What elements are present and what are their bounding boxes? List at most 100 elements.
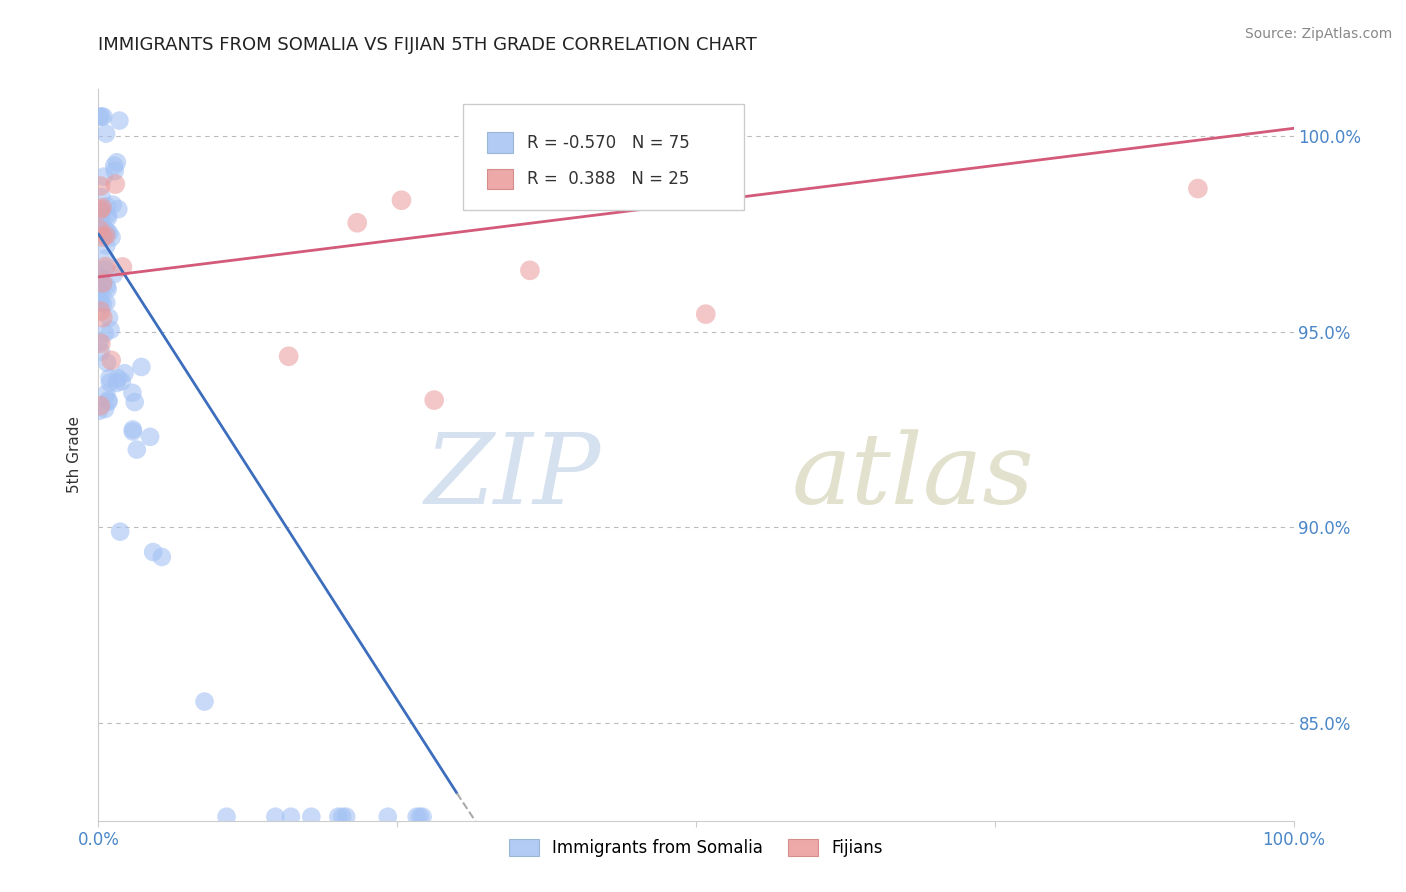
Point	[94, 127, 117, 141]
Point	[150, 549, 173, 564]
Point	[423, 393, 446, 408]
Text: R =  0.388   N = 25: R = 0.388 N = 25	[527, 170, 690, 188]
Point	[391, 193, 413, 207]
Point	[98, 371, 121, 385]
Point	[104, 177, 127, 191]
Point	[91, 310, 114, 325]
Point	[96, 225, 118, 239]
Point	[89, 222, 111, 236]
Point	[1187, 181, 1209, 195]
Point	[94, 387, 117, 401]
Point	[97, 393, 120, 408]
Point	[98, 310, 121, 325]
Point	[541, 160, 564, 174]
Point	[94, 402, 117, 417]
Point	[103, 159, 125, 173]
Point	[105, 155, 128, 169]
Text: ZIP: ZIP	[425, 429, 600, 524]
Point	[107, 371, 129, 385]
Point	[97, 282, 120, 296]
Point	[96, 238, 118, 252]
Point	[108, 113, 131, 128]
Point	[97, 211, 120, 225]
Point	[90, 336, 112, 351]
Point	[108, 524, 131, 539]
Point	[90, 212, 112, 227]
Point	[139, 430, 162, 444]
Point	[142, 545, 165, 559]
Point	[91, 279, 114, 293]
Point	[105, 376, 128, 390]
Point	[335, 810, 357, 824]
Point	[96, 295, 118, 310]
Point	[91, 276, 114, 290]
Point	[409, 810, 432, 824]
Point	[89, 268, 111, 283]
Point	[299, 810, 322, 824]
Point	[90, 110, 112, 124]
Point	[328, 810, 350, 824]
Point	[280, 810, 302, 824]
Point	[111, 260, 134, 274]
Point	[89, 212, 111, 227]
Point	[121, 422, 143, 436]
Point	[89, 268, 111, 283]
Point	[103, 268, 125, 282]
Point	[111, 374, 134, 388]
Point	[695, 307, 717, 321]
Point	[98, 376, 121, 390]
Point	[89, 202, 111, 217]
Point	[124, 395, 146, 409]
Point	[94, 262, 117, 277]
Point	[346, 216, 368, 230]
Point	[264, 810, 287, 824]
Text: R = -0.570   N = 75: R = -0.570 N = 75	[527, 134, 690, 152]
Bar	[486, 169, 513, 189]
Legend: Immigrants from Somalia, Fijians: Immigrants from Somalia, Fijians	[502, 832, 890, 863]
Point	[94, 326, 117, 341]
Point	[93, 169, 115, 184]
Point	[89, 293, 111, 308]
Point	[96, 208, 118, 222]
Point	[193, 695, 215, 709]
Point	[96, 356, 118, 370]
Point	[101, 197, 124, 211]
Point	[90, 190, 112, 204]
Point	[89, 295, 111, 310]
Point	[277, 349, 299, 363]
Point	[89, 399, 111, 413]
Point	[585, 128, 607, 142]
Point	[330, 810, 353, 824]
Point	[377, 810, 399, 824]
Point	[97, 394, 120, 409]
Point	[87, 404, 110, 418]
Point	[89, 110, 111, 124]
Point	[91, 110, 114, 124]
Point	[91, 201, 114, 215]
Point	[91, 230, 114, 244]
Point	[98, 226, 121, 240]
Point	[107, 202, 129, 216]
Point	[405, 810, 427, 824]
Point	[90, 304, 112, 318]
Point	[94, 228, 117, 243]
Point	[104, 164, 127, 178]
Point	[94, 252, 117, 266]
Point	[131, 359, 153, 374]
Point	[100, 230, 122, 244]
Point	[89, 179, 111, 194]
Point	[96, 279, 118, 293]
Bar	[486, 132, 513, 153]
Point	[89, 284, 111, 298]
Point	[484, 187, 506, 202]
Point	[519, 263, 541, 277]
Point	[100, 353, 122, 368]
FancyBboxPatch shape	[463, 103, 744, 210]
Text: IMMIGRANTS FROM SOMALIA VS FIJIAN 5TH GRADE CORRELATION CHART: IMMIGRANTS FROM SOMALIA VS FIJIAN 5TH GR…	[98, 36, 758, 54]
Point	[91, 205, 114, 219]
Point	[90, 344, 112, 359]
Text: Source: ZipAtlas.com: Source: ZipAtlas.com	[1244, 27, 1392, 41]
Point	[114, 366, 136, 380]
Point	[412, 810, 434, 824]
Point	[96, 199, 118, 213]
